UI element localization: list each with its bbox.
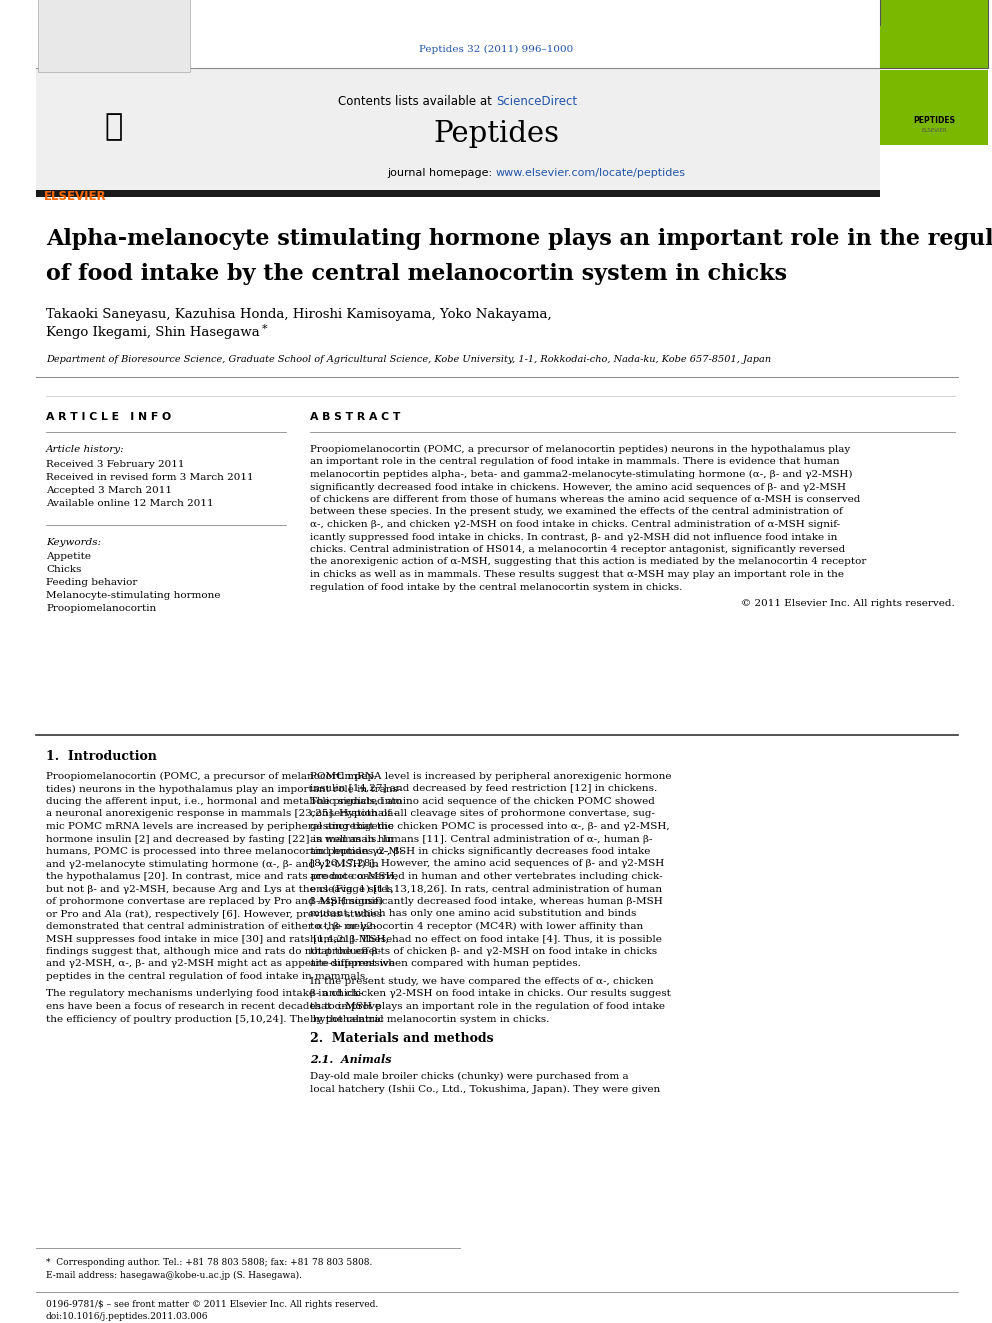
- Text: and γ2-melanocyte stimulating hormone (α-, β- and γ2-MSH) in: and γ2-melanocyte stimulating hormone (α…: [46, 860, 379, 869]
- Text: ducing the afferent input, i.e., hormonal and metabolic signals, into: ducing the afferent input, i.e., hormona…: [46, 796, 402, 806]
- Text: humans, POMC is processed into three melanocortin peptides α-, β-: humans, POMC is processed into three mel…: [46, 847, 403, 856]
- Text: 1.  Introduction: 1. Introduction: [46, 750, 157, 763]
- Text: β- and chicken γ2-MSH on food intake in chicks. Our results suggest: β- and chicken γ2-MSH on food intake in …: [310, 990, 671, 999]
- Text: 🌲: 🌲: [105, 112, 123, 142]
- Text: Melanocyte-stimulating hormone: Melanocyte-stimulating hormone: [46, 591, 220, 601]
- Text: hormone insulin [2] and decreased by fasting [22] in mammals. In: hormone insulin [2] and decreased by fas…: [46, 835, 394, 844]
- Text: are not conserved in human and other vertebrates including chick-: are not conserved in human and other ver…: [310, 872, 663, 881]
- Text: regulation of food intake by the central melanocortin system in chicks.: regulation of food intake by the central…: [310, 582, 682, 591]
- Text: [8,16,17,28]. However, the amino acid sequences of β- and γ2-MSH: [8,16,17,28]. However, the amino acid se…: [310, 860, 665, 868]
- Text: of chickens are different from those of humans whereas the amino acid sequence o: of chickens are different from those of …: [310, 495, 860, 504]
- Text: Article history:: Article history:: [46, 445, 125, 454]
- Text: insulin [14,27] and decreased by feed restriction [12] in chickens.: insulin [14,27] and decreased by feed re…: [310, 785, 658, 794]
- Bar: [36, 0, 196, 67]
- Text: Received in revised form 3 March 2011: Received in revised form 3 March 2011: [46, 474, 254, 482]
- Text: Accepted 3 March 2011: Accepted 3 March 2011: [46, 486, 172, 495]
- Text: ens have been a focus of research in recent decades to improve: ens have been a focus of research in rec…: [46, 1002, 381, 1011]
- Text: demonstrated that central administration of either α-, β- or γ2-: demonstrated that central administration…: [46, 922, 377, 931]
- Text: mic POMC mRNA levels are increased by peripheral anorexigenic: mic POMC mRNA levels are increased by pe…: [46, 822, 394, 831]
- Text: but not β- and γ2-MSH, because Arg and Lys at the cleavage sites: but not β- and γ2-MSH, because Arg and L…: [46, 885, 393, 893]
- Text: journal homepage:: journal homepage:: [387, 168, 496, 179]
- Text: β-MSH significantly decreased food intake, whereas human β-MSH: β-MSH significantly decreased food intak…: [310, 897, 663, 906]
- Text: PEPTIDES: PEPTIDES: [913, 116, 955, 124]
- Text: Available online 12 March 2011: Available online 12 March 2011: [46, 499, 213, 508]
- Text: The regulatory mechanisms underlying food intake in chick-: The regulatory mechanisms underlying foo…: [46, 990, 363, 999]
- Bar: [38, 0, 190, 71]
- Text: Peptides: Peptides: [433, 120, 559, 148]
- Text: Proopiomelanocortin (POMC, a precursor of melanocortin pep-: Proopiomelanocortin (POMC, a precursor o…: [46, 773, 378, 781]
- Text: findings suggest that, although mice and rats do not produce β-: findings suggest that, although mice and…: [46, 947, 381, 957]
- Text: In the present study, we have compared the effects of α-, chicken: In the present study, we have compared t…: [310, 976, 654, 986]
- Text: Peptides 32 (2011) 996–1000: Peptides 32 (2011) 996–1000: [419, 45, 573, 54]
- Text: Takaoki Saneyasu, Kazuhisa Honda, Hiroshi Kamisoyama, Yoko Nakayama,: Takaoki Saneyasu, Kazuhisa Honda, Hirosh…: [46, 308, 552, 321]
- Text: by the central melanocortin system in chicks.: by the central melanocortin system in ch…: [310, 1015, 550, 1024]
- Text: tides) neurons in the hypothalamus play an important role in trans-: tides) neurons in the hypothalamus play …: [46, 785, 402, 794]
- Text: Proopiomelanocortin (POMC, a precursor of melanocortin peptides) neurons in the : Proopiomelanocortin (POMC, a precursor o…: [310, 445, 850, 454]
- Text: and γ2-MSH, α-, β- and γ2-MSH might act as appetite-suppressive: and γ2-MSH, α-, β- and γ2-MSH might act …: [46, 959, 395, 968]
- Text: are different when compared with human peptides.: are different when compared with human p…: [310, 959, 581, 968]
- Bar: [880, 26, 988, 67]
- Text: Keywords:: Keywords:: [46, 538, 101, 546]
- Bar: [883, 79, 985, 112]
- Text: ScienceDirect: ScienceDirect: [496, 95, 577, 108]
- Text: the hypothalamus [20]. In contrast, mice and rats produce α-MSH,: the hypothalamus [20]. In contrast, mice…: [46, 872, 398, 881]
- Text: of prohormone convertase are replaced by Pro and Asp (mouse): of prohormone convertase are replaced by…: [46, 897, 383, 906]
- Bar: [880, 0, 988, 67]
- Text: doi:10.1016/j.peptides.2011.03.006: doi:10.1016/j.peptides.2011.03.006: [46, 1312, 208, 1320]
- Text: Proopiomelanocortin: Proopiomelanocortin: [46, 605, 157, 613]
- Text: 2.  Materials and methods: 2. Materials and methods: [310, 1032, 494, 1045]
- Text: between these species. In the present study, we examined the effects of the cent: between these species. In the present st…: [310, 508, 843, 516]
- Text: significantly decreased food intake in chickens. However, the amino acid sequenc: significantly decreased food intake in c…: [310, 483, 846, 492]
- Text: E-mail address: hasegawa@kobe-u.ac.jp (S. Hasegawa).: E-mail address: hasegawa@kobe-u.ac.jp (S…: [46, 1271, 302, 1281]
- Text: *  Corresponding author. Tel.: +81 78 803 5808; fax: +81 78 803 5808.: * Corresponding author. Tel.: +81 78 803…: [46, 1258, 372, 1267]
- Text: of food intake by the central melanocortin system in chicks: of food intake by the central melanocort…: [46, 263, 787, 284]
- Text: Feeding behavior: Feeding behavior: [46, 578, 137, 587]
- Text: mutant, which has only one amino acid substitution and binds: mutant, which has only one amino acid su…: [310, 909, 637, 918]
- Text: Alpha-melanocyte stimulating hormone plays an important role in the regulation: Alpha-melanocyte stimulating hormone pla…: [46, 228, 992, 250]
- Text: in chicks as well as in mammals. These results suggest that α-MSH may play an im: in chicks as well as in mammals. These r…: [310, 570, 844, 579]
- Text: the anorexigenic action of α-MSH, suggesting that this action is mediated by the: the anorexigenic action of α-MSH, sugges…: [310, 557, 866, 566]
- Text: A R T I C L E   I N F O: A R T I C L E I N F O: [46, 411, 172, 422]
- Text: ELSEVIER: ELSEVIER: [922, 128, 947, 134]
- Text: Received 3 February 2011: Received 3 February 2011: [46, 460, 185, 468]
- Text: to the melanocortin 4 receptor (MC4R) with lower affinity than: to the melanocortin 4 receptor (MC4R) wi…: [310, 922, 643, 931]
- Text: or Pro and Ala (rat), respectively [6]. However, previous studies: or Pro and Ala (rat), respectively [6]. …: [46, 909, 382, 918]
- Text: peptides in the central regulation of food intake in mammals.: peptides in the central regulation of fo…: [46, 972, 368, 980]
- Text: 0196-9781/$ – see front matter © 2011 Elsevier Inc. All rights reserved.: 0196-9781/$ – see front matter © 2011 El…: [46, 1301, 378, 1308]
- Text: ELSEVIER: ELSEVIER: [44, 191, 106, 202]
- Text: melanocortin peptides alpha-, beta- and gamma2-melanocyte-stimulating hormone (α: melanocortin peptides alpha-, beta- and …: [310, 470, 852, 479]
- Text: a neuronal anorexigenic response in mammals [23,25]. Hypothala-: a neuronal anorexigenic response in mamm…: [46, 810, 397, 819]
- Bar: [880, 70, 988, 146]
- Text: ens (Fig. 1) [11,13,18,26]. In rats, central administration of human: ens (Fig. 1) [11,13,18,26]. In rats, cen…: [310, 885, 662, 893]
- Text: conservation of all cleavage sites of prohormone convertase, sug-: conservation of all cleavage sites of pr…: [310, 810, 655, 819]
- Text: gesting that the chicken POMC is processed into α-, β- and γ2-MSH,: gesting that the chicken POMC is process…: [310, 822, 670, 831]
- Text: icantly suppressed food intake in chicks. In contrast, β- and γ2-MSH did not inf: icantly suppressed food intake in chicks…: [310, 532, 837, 541]
- Text: POMC mRNA level is increased by peripheral anorexigenic hormone: POMC mRNA level is increased by peripher…: [310, 773, 672, 781]
- Text: *: *: [262, 324, 268, 333]
- Text: MSH suppresses food intake in mice [30] and rats [1,4,21]. These: MSH suppresses food intake in mice [30] …: [46, 934, 392, 943]
- Text: The predicted amino acid sequence of the chicken POMC showed: The predicted amino acid sequence of the…: [310, 796, 655, 806]
- Text: A B S T R A C T: A B S T R A C T: [310, 411, 401, 422]
- Bar: [36, 191, 880, 197]
- Text: and human γ2-MSH in chicks significantly decreases food intake: and human γ2-MSH in chicks significantly…: [310, 847, 651, 856]
- Text: Chicks: Chicks: [46, 565, 81, 574]
- Text: that α-MSH plays an important role in the regulation of food intake: that α-MSH plays an important role in th…: [310, 1002, 665, 1011]
- Text: © 2011 Elsevier Inc. All rights reserved.: © 2011 Elsevier Inc. All rights reserved…: [741, 599, 955, 609]
- Text: www.elsevier.com/locate/peptides: www.elsevier.com/locate/peptides: [496, 168, 686, 179]
- Text: human β-MSH, had no effect on food intake [4]. Thus, it is possible: human β-MSH, had no effect on food intak…: [310, 934, 662, 943]
- Text: chicks. Central administration of HS014, a melanocortin 4 receptor antagonist, s: chicks. Central administration of HS014,…: [310, 545, 845, 554]
- Text: an important role in the central regulation of food intake in mammals. There is : an important role in the central regulat…: [310, 458, 839, 467]
- Text: local hatchery (Ishii Co., Ltd., Tokushima, Japan). They were given: local hatchery (Ishii Co., Ltd., Tokushi…: [310, 1085, 661, 1094]
- Text: that the effects of chicken β- and γ2-MSH on food intake in chicks: that the effects of chicken β- and γ2-MS…: [310, 947, 657, 957]
- Bar: [36, 67, 880, 194]
- Text: the efficiency of poultry production [5,10,24]. The hypothalamic: the efficiency of poultry production [5,…: [46, 1015, 384, 1024]
- Text: Day-old male broiler chicks (chunky) were purchased from a: Day-old male broiler chicks (chunky) wer…: [310, 1072, 629, 1081]
- Text: 2.1.  Animals: 2.1. Animals: [310, 1054, 392, 1065]
- Text: Department of Bioresource Science, Graduate School of Agricultural Science, Kobe: Department of Bioresource Science, Gradu…: [46, 355, 771, 364]
- Text: Contents lists available at: Contents lists available at: [338, 95, 496, 108]
- Text: as well as in humans [11]. Central administration of α-, human β-: as well as in humans [11]. Central admin…: [310, 835, 653, 844]
- Text: α-, chicken β-, and chicken γ2-MSH on food intake in chicks. Central administrat: α-, chicken β-, and chicken γ2-MSH on fo…: [310, 520, 840, 529]
- Text: Kengo Ikegami, Shin Hasegawa: Kengo Ikegami, Shin Hasegawa: [46, 325, 260, 339]
- Text: Appetite: Appetite: [46, 552, 91, 561]
